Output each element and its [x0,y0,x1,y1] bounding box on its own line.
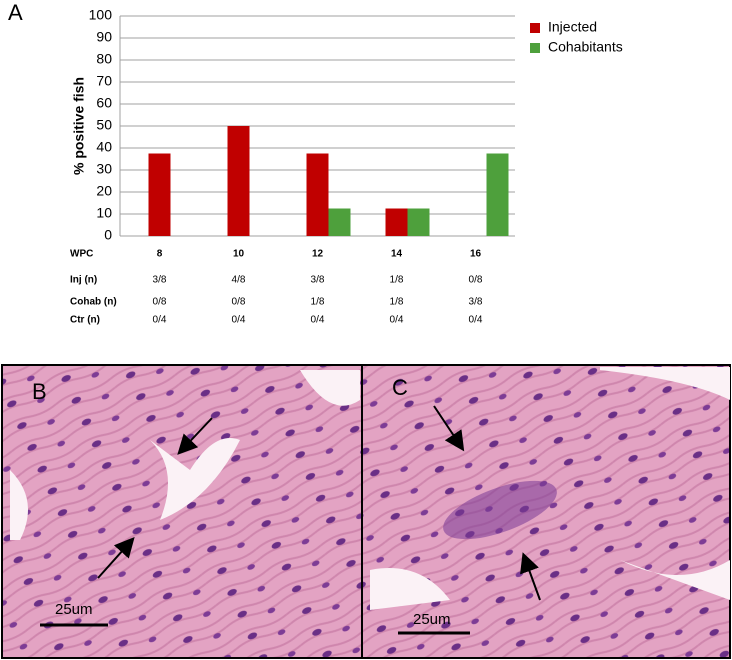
y-axis-label: % positive fish [71,77,87,175]
y-tick-label: 60 [96,95,112,111]
y-tick-label: 20 [96,183,112,199]
table-cell: 1/8 [311,297,325,308]
bar [486,153,509,236]
table-cell: 0/8 [153,297,167,308]
row-label: Cohab (n) [70,297,117,308]
table-cell: 0/4 [469,315,483,326]
bar [227,126,250,236]
table-cell: 3/8 [311,275,325,286]
y-tick-label: 40 [96,139,112,155]
row-label: Inj (n) [70,275,97,286]
legend-swatch [530,43,540,53]
y-tick-label: 80 [96,51,112,67]
table-cell: 1/8 [390,297,404,308]
x-tick-label: 14 [391,249,403,260]
row-label: Ctr (n) [70,315,100,326]
table-cell: 0/8 [232,297,246,308]
table-cell: 1/8 [390,275,404,286]
y-tick-label: 30 [96,161,112,177]
bar [385,208,408,236]
table-cell: 4/8 [232,275,246,286]
legend-label: Cohabitants [548,39,623,55]
y-tick-label: 50 [96,117,112,133]
table-cell: 0/4 [153,315,167,326]
table-cell: 3/8 [153,275,167,286]
y-tick-label: 90 [96,29,112,45]
scale-label: 25um [413,611,451,628]
micrograph: B 25um [1,364,363,659]
bar [306,153,329,236]
plot: 0 10 20 30 40 50 60 70 80 90 100 8 10 12 14 16 Injected C… [70,7,623,326]
table-cell: 0/4 [311,315,325,326]
x-tick-label: 8 [157,249,163,260]
scale-label: 25um [55,601,93,618]
y-tick-label: 100 [89,7,113,23]
y-tick-label: 0 [104,227,112,243]
bar [407,208,430,236]
legend-swatch [530,23,540,33]
bar [148,153,171,236]
table-cell: 0/4 [390,315,404,326]
image-label: C [392,375,408,400]
panel-label: A [8,0,23,25]
x-axis-label: WPC [70,249,93,260]
table-cell: 0/4 [232,315,246,326]
table-cell: 0/8 [469,275,483,286]
y-tick-label: 10 [96,205,112,221]
legend-label: Injected [548,19,597,35]
x-tick-label: 10 [233,249,245,260]
x-tick-label: 16 [470,249,482,260]
table-cell: 3/8 [469,297,483,308]
micrograph: C 25um [361,364,731,659]
y-tick-label: 70 [96,73,112,89]
image-label: B [32,379,47,404]
bar [328,208,351,236]
x-tick-label: 12 [312,249,324,260]
